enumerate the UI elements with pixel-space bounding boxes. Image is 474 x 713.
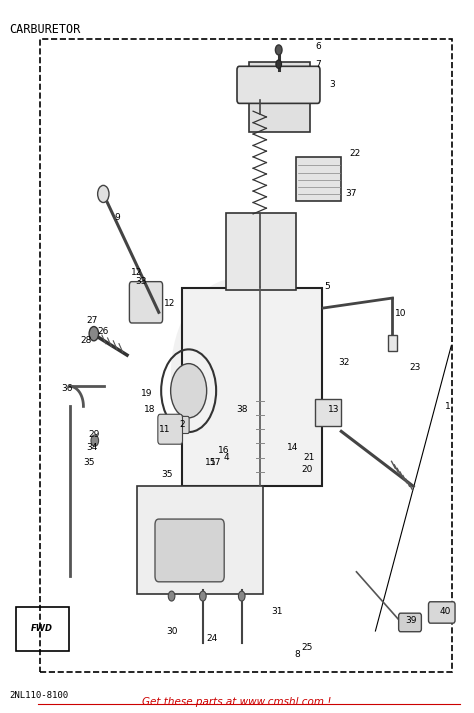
Text: 8: 8: [295, 650, 301, 659]
Text: 21: 21: [303, 453, 315, 462]
Text: 5: 5: [324, 282, 330, 291]
FancyBboxPatch shape: [388, 335, 397, 351]
Text: 23: 23: [409, 363, 420, 371]
Circle shape: [200, 591, 206, 601]
Text: 35: 35: [161, 470, 173, 478]
Text: 18: 18: [144, 406, 155, 414]
Text: 34: 34: [87, 443, 98, 452]
Circle shape: [98, 185, 109, 202]
FancyBboxPatch shape: [399, 613, 421, 632]
Circle shape: [168, 591, 175, 601]
Text: 33: 33: [136, 277, 147, 286]
Circle shape: [276, 60, 282, 68]
FancyBboxPatch shape: [155, 519, 224, 582]
Text: 17: 17: [210, 458, 221, 466]
FancyBboxPatch shape: [428, 602, 455, 623]
Text: 7: 7: [316, 60, 321, 68]
Text: 3: 3: [329, 80, 335, 88]
Circle shape: [89, 327, 99, 341]
FancyBboxPatch shape: [237, 66, 320, 103]
Text: 14: 14: [287, 443, 299, 452]
FancyBboxPatch shape: [249, 62, 310, 132]
FancyBboxPatch shape: [226, 213, 296, 290]
Text: 38: 38: [236, 406, 247, 414]
FancyBboxPatch shape: [182, 288, 322, 486]
FancyBboxPatch shape: [137, 486, 263, 594]
Text: W: W: [214, 354, 260, 395]
Text: 27: 27: [87, 317, 98, 325]
Circle shape: [238, 591, 245, 601]
Text: 4: 4: [224, 453, 229, 462]
Text: 16: 16: [218, 446, 229, 455]
Text: 12: 12: [131, 268, 142, 277]
Circle shape: [275, 45, 282, 55]
Text: 36: 36: [62, 384, 73, 393]
Text: 22: 22: [349, 149, 360, 158]
Text: 11: 11: [159, 425, 171, 434]
Text: 20: 20: [301, 465, 313, 473]
Text: 2: 2: [180, 420, 185, 429]
Text: 24: 24: [207, 634, 218, 642]
Circle shape: [91, 435, 99, 446]
FancyBboxPatch shape: [158, 414, 182, 444]
Text: 25: 25: [301, 643, 313, 652]
Text: 40: 40: [440, 607, 451, 616]
Text: 30: 30: [166, 627, 177, 635]
Text: 10: 10: [395, 309, 406, 318]
Text: 9: 9: [115, 213, 120, 222]
FancyBboxPatch shape: [315, 399, 341, 426]
Text: 19: 19: [141, 389, 153, 398]
Text: 31: 31: [272, 607, 283, 616]
Text: CARBURETOR: CARBURETOR: [9, 23, 81, 36]
Text: FWD: FWD: [31, 625, 53, 633]
Text: Get these parts at www.cmshl.com !: Get these parts at www.cmshl.com !: [142, 697, 332, 707]
Text: 13: 13: [328, 406, 340, 414]
Text: 1: 1: [445, 402, 451, 411]
Text: 37: 37: [345, 190, 356, 198]
Text: 15: 15: [205, 458, 217, 466]
Text: 2NL110-8100: 2NL110-8100: [9, 691, 69, 699]
Text: 26: 26: [98, 327, 109, 336]
Circle shape: [171, 364, 207, 418]
Text: 32: 32: [338, 358, 349, 366]
Text: 35: 35: [83, 458, 95, 466]
FancyBboxPatch shape: [129, 282, 163, 323]
Text: 29: 29: [88, 431, 100, 439]
Text: 12: 12: [164, 299, 175, 307]
FancyBboxPatch shape: [173, 416, 189, 434]
Text: 28: 28: [81, 337, 92, 345]
FancyBboxPatch shape: [296, 157, 341, 201]
Text: 6: 6: [316, 42, 321, 51]
Text: 39: 39: [406, 616, 417, 625]
